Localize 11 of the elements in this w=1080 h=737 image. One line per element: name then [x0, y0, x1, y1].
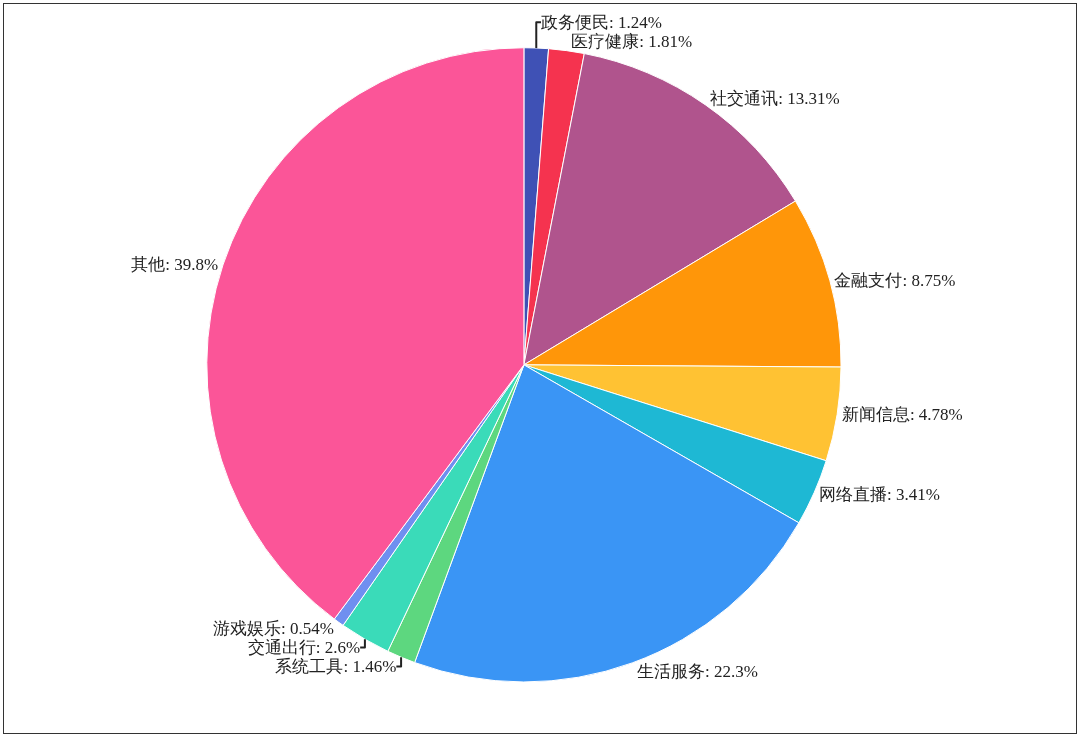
- slice-label: 社交通讯: 13.31%: [710, 89, 840, 109]
- slice-label: 新闻信息: 4.78%: [841, 405, 963, 425]
- slice-label: 系统工具: 1.46%: [275, 656, 397, 676]
- slice-label: 游戏娱乐: 0.54%: [213, 618, 334, 638]
- slice-label: 网络直播: 3.41%: [818, 484, 940, 504]
- slice-label: 其他: 39.8%: [131, 254, 219, 274]
- slice-label: 生活服务: 22.3%: [637, 661, 758, 681]
- slice-label: 医疗健康: 1.81%: [571, 31, 693, 51]
- slice-label: 交通出行: 2.6%: [247, 637, 361, 657]
- slice-label: 政务便民: 1.24%: [541, 12, 662, 32]
- slice-label: 金融支付: 8.75%: [834, 270, 956, 290]
